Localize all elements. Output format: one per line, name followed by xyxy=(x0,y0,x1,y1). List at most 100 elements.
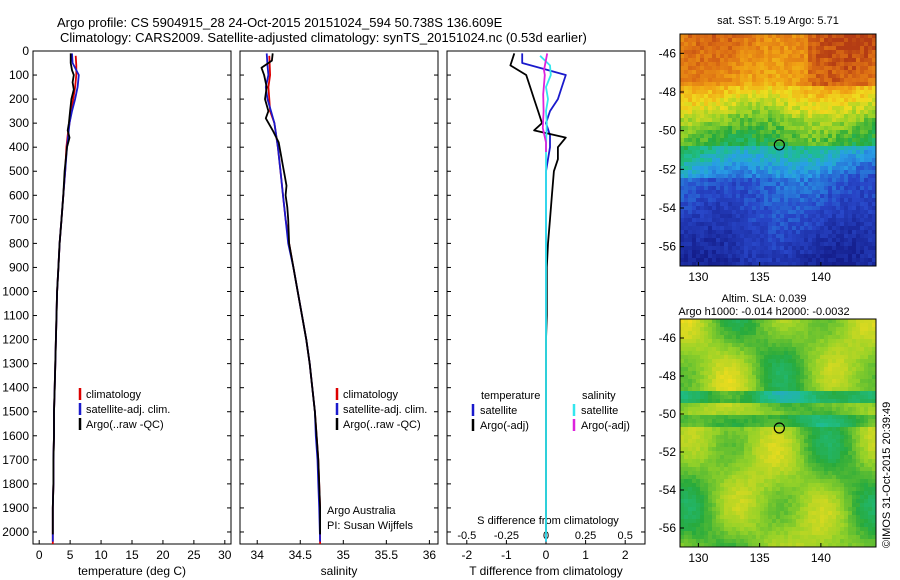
sst-map-cell xyxy=(720,134,724,138)
sst-map-cell xyxy=(764,102,768,106)
sst-map-cell xyxy=(868,94,872,98)
sst-map-cell xyxy=(860,74,864,78)
sst-map-cell xyxy=(736,82,740,86)
sla-map-cell xyxy=(792,327,796,331)
sla-map-cell xyxy=(704,351,708,355)
sst-map-cell xyxy=(680,70,684,74)
sst-map-cell xyxy=(840,58,844,62)
sla-map-cell xyxy=(740,463,744,467)
sst-map-cell xyxy=(848,122,852,126)
sla-map-cell xyxy=(756,399,760,403)
sst-map-cell xyxy=(748,230,752,234)
sst-map-cell xyxy=(712,246,716,250)
sla-map-cell xyxy=(844,347,848,351)
sst-map-cell xyxy=(820,78,824,82)
sst-map-cell xyxy=(720,122,724,126)
sst-map-cell xyxy=(852,46,856,50)
sst-map-cell xyxy=(824,158,828,162)
sst-map-cell xyxy=(736,110,740,114)
sla-map-cell xyxy=(728,359,732,363)
sla-map-cell xyxy=(844,447,848,451)
sla-map-cell xyxy=(772,371,776,375)
sst-map-cell xyxy=(852,54,856,58)
sla-map-cell xyxy=(756,451,760,455)
sla-map-cell xyxy=(756,419,760,423)
sst-map-cell xyxy=(872,170,876,174)
sst-map-cell xyxy=(804,166,808,170)
sst-map-cell xyxy=(732,50,736,54)
sst-map-cell xyxy=(764,82,768,86)
sst-map-cell xyxy=(700,250,704,254)
sst-map-cell xyxy=(836,114,840,118)
sst-map-cell xyxy=(864,114,868,118)
sla-map-cell xyxy=(816,459,820,463)
sla-map-cell xyxy=(720,439,724,443)
sst-map-cell xyxy=(828,150,832,154)
sla-map-cell xyxy=(844,391,848,395)
sst-map-cell xyxy=(748,202,752,206)
sla-map-cell xyxy=(720,339,724,343)
sst-map-cell xyxy=(704,78,708,82)
sst-map-cell xyxy=(856,34,860,38)
sst-map-cell xyxy=(796,250,800,254)
sst-map-cell xyxy=(824,146,828,150)
sla-map-cell xyxy=(840,379,844,383)
sla-map-cell xyxy=(848,435,852,439)
salinity-x-tick-label: 34 xyxy=(251,548,265,562)
sst-map-cell xyxy=(864,38,868,42)
sla-map-cell xyxy=(736,355,740,359)
sla-map-cell xyxy=(716,423,720,427)
sla-map-cell xyxy=(832,431,836,435)
sla-map-cell xyxy=(768,435,772,439)
sst-map-cell xyxy=(816,154,820,158)
sst-map-cell xyxy=(752,246,756,250)
sst-map-cell xyxy=(768,190,772,194)
sst-map-cell xyxy=(720,238,724,242)
sla-map-cell xyxy=(688,455,692,459)
sst-map-cell xyxy=(836,190,840,194)
sla-map-cell xyxy=(780,395,784,399)
sla-map-cell xyxy=(728,339,732,343)
sla-map-cell xyxy=(684,447,688,451)
sst-map-cell xyxy=(756,182,760,186)
sst-map-cell xyxy=(860,190,864,194)
sst-map-cell xyxy=(816,162,820,166)
sst-map-cell xyxy=(784,206,788,210)
sla-map-cell xyxy=(768,355,772,359)
sst-map-cell xyxy=(744,258,748,262)
sla-map-cell xyxy=(732,395,736,399)
sst-map-cell xyxy=(832,58,836,62)
sst-map-cell xyxy=(772,38,776,42)
sla-map-cell xyxy=(800,463,804,467)
sst-map-cell xyxy=(684,210,688,214)
sla-map-cell xyxy=(736,467,740,471)
sla-map-cell xyxy=(800,335,804,339)
sst-map-cell xyxy=(840,126,844,130)
sst-map-cell xyxy=(824,170,828,174)
sst-map-cell xyxy=(852,242,856,246)
sla-map-cell xyxy=(796,351,800,355)
sst-map-cell xyxy=(764,86,768,90)
sst-map-cell xyxy=(764,238,768,242)
sst-map-cell xyxy=(864,194,868,198)
sla-map-cell xyxy=(716,379,720,383)
sst-map-cell xyxy=(820,254,824,258)
sst-map-cell xyxy=(864,102,868,106)
sla-map-cell xyxy=(764,399,768,403)
sst-map-cell xyxy=(716,242,720,246)
sst-map-cell xyxy=(724,238,728,242)
sla-map-cell xyxy=(784,427,788,431)
sla-map-cell xyxy=(740,431,744,435)
sla-map-cell xyxy=(752,443,756,447)
sst-map-cell xyxy=(720,82,724,86)
sst-map-cell xyxy=(784,202,788,206)
sla-map-cell xyxy=(844,467,848,471)
sst-map-cell xyxy=(800,62,804,66)
sst-map-cell xyxy=(828,106,832,110)
sla-map-cell xyxy=(788,363,792,367)
sla-map-cell xyxy=(796,323,800,327)
sst-map-cell xyxy=(772,206,776,210)
sst-map-cell xyxy=(856,190,860,194)
sst-map-cell xyxy=(724,230,728,234)
sst-map-cell xyxy=(784,234,788,238)
